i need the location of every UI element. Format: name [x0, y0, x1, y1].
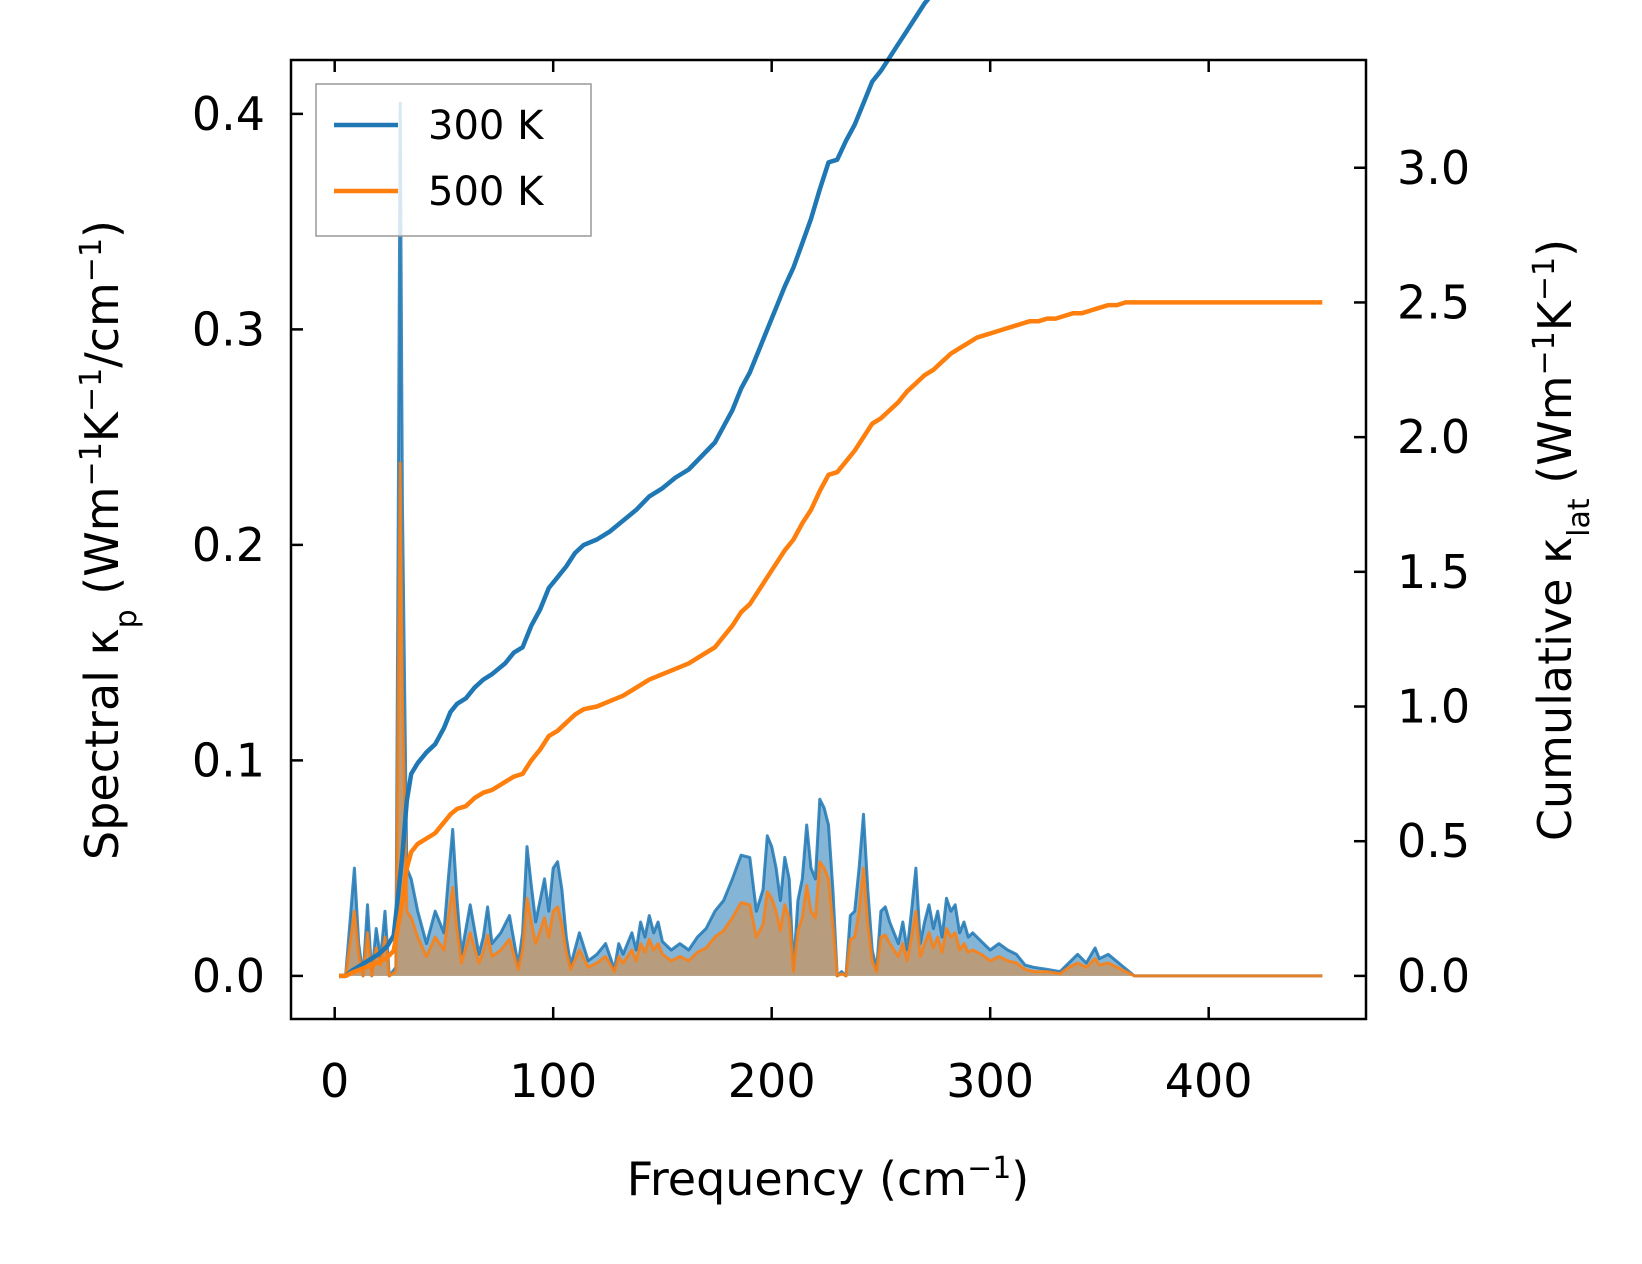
spectral-line-500k: [339, 461, 1323, 978]
y-tick-label-left: 0.2: [192, 518, 265, 572]
spectral-line-300k: [339, 101, 1323, 978]
legend: 300 K 500 K: [315, 83, 592, 237]
x-tick-label: 400: [1165, 1054, 1253, 1108]
y-tick-label-left: 0.0: [192, 949, 265, 1003]
y-tick-label-right: 1.5: [1397, 545, 1470, 599]
legend-label-500k: 500 K: [428, 169, 545, 215]
y-axis-title-left: Spectral κp (Wm−1K−1/cm−1): [74, 220, 144, 860]
y-tick-label-left: 0.4: [192, 87, 265, 141]
x-tick-label: 100: [509, 1054, 597, 1108]
y-tick-label-left: 0.3: [192, 302, 265, 356]
plot-frame: [289, 58, 1368, 1021]
cumulative-line-300k: [339, 0, 931, 979]
legend-label-300k: 300 K: [428, 103, 545, 149]
y-axis-title-right: Cumulative κlat (Wm−1K−1): [1527, 239, 1597, 841]
y-tick-label-right: 2.0: [1397, 410, 1470, 464]
y-tick-label-right: 0.5: [1397, 814, 1470, 868]
cumulative-line-500k: [339, 300, 1323, 979]
x-tick-label: 0: [320, 1054, 349, 1108]
x-tick-label: 200: [728, 1054, 816, 1108]
plot-marks: [339, 0, 1323, 979]
x-axis-title: Frequency (cm−1): [627, 1151, 1030, 1207]
legend-box: [315, 83, 592, 237]
x-tick-label: 300: [946, 1054, 1034, 1108]
y-tick-label-right: 3.0: [1397, 141, 1470, 195]
y-tick-label-left: 0.1: [192, 733, 265, 787]
y-tick-label-right: 1.0: [1397, 680, 1470, 734]
ticks: 0 100 200 300 400 0.0 0.1 0.2 0.3 0.4 0.0 0.5 1.0 1.5…: [192, 60, 1470, 1108]
y-tick-label-right: 2.5: [1397, 275, 1470, 329]
y-tick-label-right: 0.0: [1397, 949, 1470, 1003]
